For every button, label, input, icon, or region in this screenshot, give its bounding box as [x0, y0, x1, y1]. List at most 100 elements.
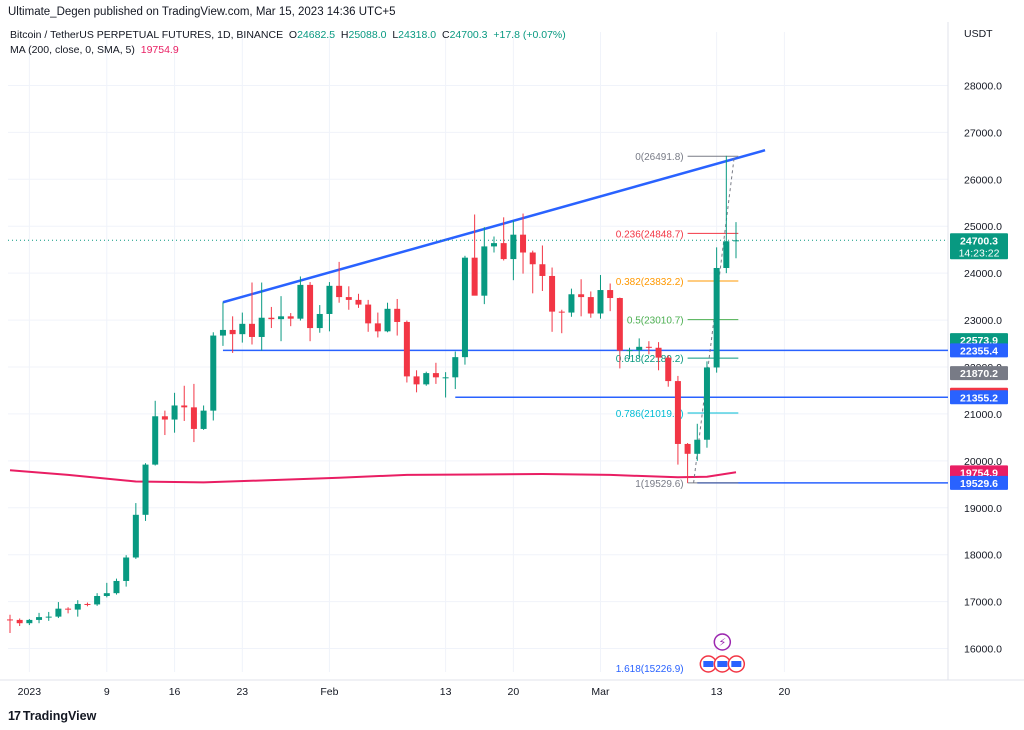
low-label: L — [392, 29, 399, 41]
candle-body — [558, 311, 565, 313]
candle-body — [568, 294, 575, 313]
x-tick-label: 23 — [236, 686, 248, 698]
price-badge — [950, 366, 1008, 381]
y-tick-label: 21000.0 — [964, 409, 1002, 421]
y-tick-label: 16000.0 — [964, 644, 1002, 656]
candle-body — [510, 234, 517, 260]
price-badge-label: 24700.3 — [960, 235, 998, 247]
candle-body — [239, 323, 246, 335]
candle-body — [684, 443, 691, 454]
fib-level-label: 0.382(23832.2) — [616, 277, 684, 288]
candle-body — [132, 514, 139, 558]
resistance-trendline — [222, 149, 766, 304]
candle-body — [491, 243, 497, 247]
candle-body — [200, 410, 207, 429]
candle-body — [16, 619, 23, 624]
ma-legend: MA (200, close, 0, SMA, 5) 19754.9 — [10, 44, 179, 56]
candle-body — [374, 323, 381, 332]
price-badge — [950, 475, 1008, 490]
high-label: H — [340, 29, 349, 41]
candle-body — [461, 257, 468, 358]
symbol-legend: Bitcoin / TetherUS PERPETUAL FUTURES, 1D… — [10, 29, 566, 41]
candle-body — [655, 347, 662, 358]
candle-body — [65, 608, 72, 610]
candle-body — [287, 316, 294, 319]
y-tick-label: 26000.0 — [964, 174, 1002, 186]
candle-body — [539, 264, 546, 276]
candle-body — [403, 321, 410, 377]
candle-body — [229, 329, 236, 335]
high-value: 25088.0 — [348, 29, 387, 41]
candle-body — [26, 619, 33, 624]
tradingview-brand: TradingView — [22, 709, 97, 723]
open-label: O — [288, 29, 298, 41]
currency-label: USDT — [964, 28, 993, 40]
candle-body — [278, 316, 285, 320]
price-badge — [950, 343, 1008, 358]
candle-body — [365, 304, 372, 324]
fib-level-label: 0.5(23010.7) — [627, 316, 684, 327]
candle-body — [626, 350, 633, 352]
candle-body — [103, 593, 110, 596]
candle-body — [636, 346, 643, 351]
candle-body — [587, 297, 594, 314]
change-value: +17.8 (+0.07%) — [493, 29, 566, 41]
candle-body — [723, 241, 730, 268]
price-badge — [950, 390, 1008, 405]
candle-body — [597, 290, 604, 314]
candle-body — [345, 297, 352, 300]
candle-body — [703, 367, 710, 440]
footer: 17 TradingView — [0, 702, 1024, 730]
candle-body — [316, 313, 323, 329]
us-flag-icon — [703, 661, 714, 667]
close-value: 24700.3 — [449, 29, 488, 41]
candle-body — [471, 257, 478, 296]
fib-level-label: 0.786(21019.5) — [616, 409, 684, 420]
fib-level-label: 1.618(15226.9) — [616, 664, 684, 675]
fib-level-label: 0.236(24848.7) — [616, 229, 684, 240]
candle-body — [452, 357, 459, 378]
candle-body — [171, 405, 178, 420]
price-badge-label: 22355.4 — [960, 345, 998, 357]
candle-body — [74, 603, 81, 610]
x-tick-label: 9 — [104, 686, 110, 698]
candle-body — [36, 617, 43, 620]
candle-body — [113, 580, 120, 594]
candle-body — [123, 557, 130, 581]
y-tick-label: 19000.0 — [964, 503, 1002, 515]
candlestick-chart[interactable]: USDT 16000.0 17000.0 18000.0 19000.0 20000.0 2… — [0, 22, 1024, 702]
candle-body — [713, 267, 720, 368]
candle-body — [529, 252, 536, 265]
candle-body — [549, 275, 556, 312]
ma-value: 19754.9 — [140, 44, 179, 56]
candle-body — [733, 240, 739, 242]
low-value: 24318.0 — [398, 29, 437, 41]
fib-level-label: 0.618(22189.2) — [616, 354, 684, 365]
candle-body — [578, 294, 585, 298]
close-label: C — [441, 29, 450, 41]
candle-body — [181, 405, 188, 408]
candle-body — [161, 416, 168, 420]
candle-body — [297, 284, 304, 319]
ma200-line — [9, 469, 737, 484]
candle-body — [394, 308, 401, 322]
open-value: 24682.5 — [297, 29, 336, 41]
candle-body — [249, 323, 255, 337]
candle-body — [152, 416, 159, 465]
y-tick-label: 27000.0 — [964, 127, 1002, 139]
fib-level-label: 1(19529.6) — [635, 479, 683, 490]
price-badge-label: 21355.2 — [960, 392, 998, 404]
candle-body — [94, 595, 101, 605]
price-badge — [950, 233, 1008, 260]
candle-body — [481, 246, 488, 296]
candle-body — [384, 308, 391, 332]
candle-body — [336, 285, 343, 298]
x-tick-label: 20 — [779, 686, 791, 698]
chart-frame[interactable]: USDT 16000.0 17000.0 18000.0 19000.0 20000.0 2… — [0, 22, 1024, 702]
candle-body — [219, 329, 226, 336]
fib-level-label: 0(26491.8) — [635, 152, 683, 163]
candle-body — [355, 299, 362, 305]
candle-body — [7, 619, 13, 621]
tradingview-logo[interactable]: 17 TradingView — [8, 709, 96, 723]
candle-body — [210, 335, 217, 411]
